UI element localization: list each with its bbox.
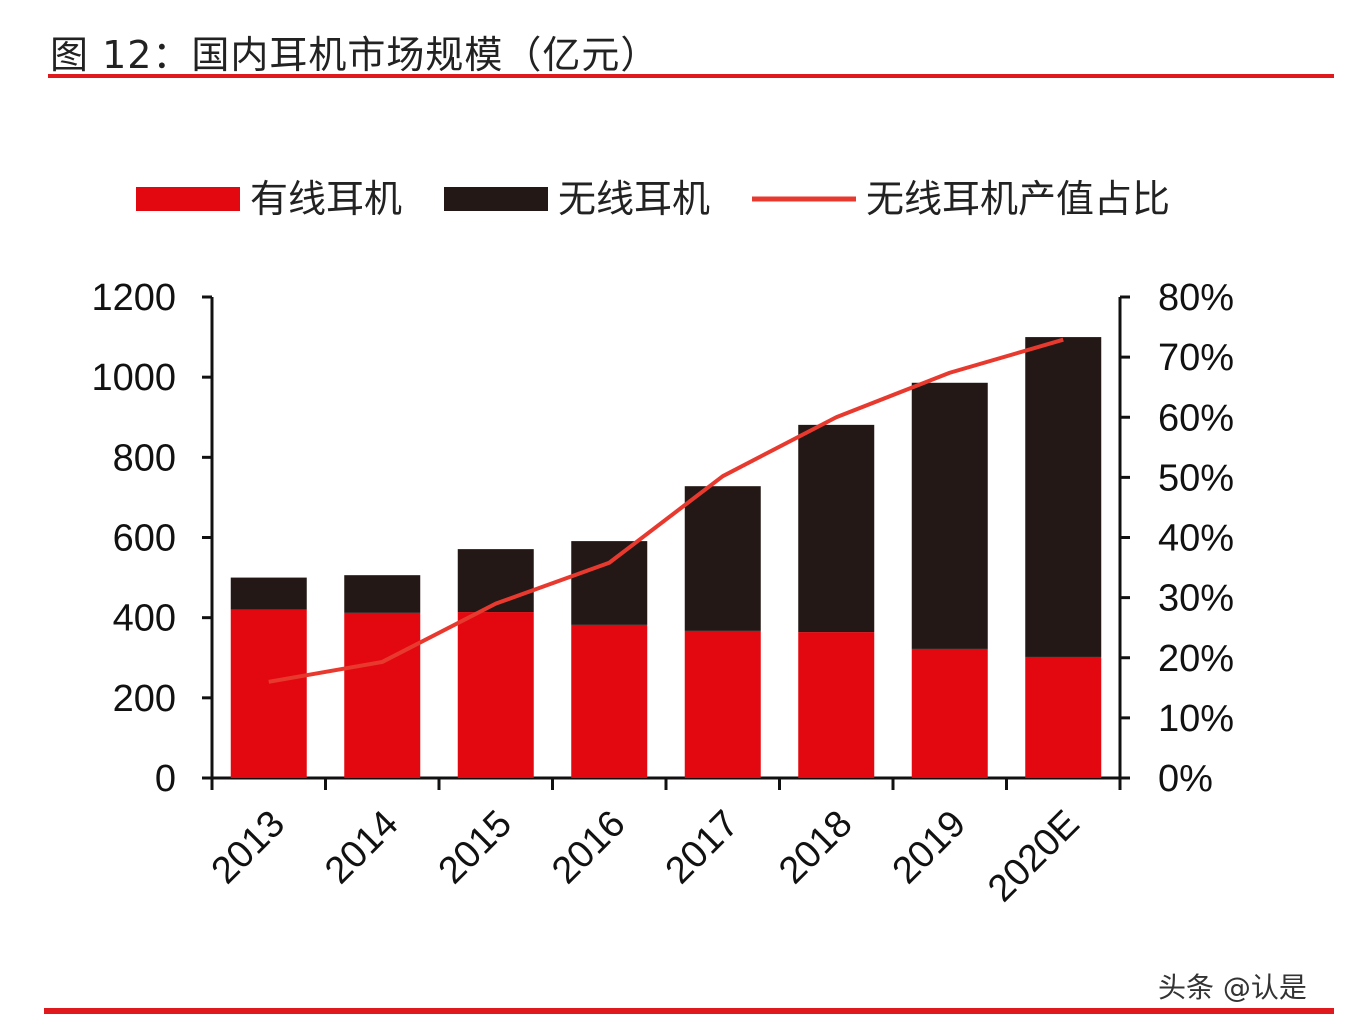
bar-wired bbox=[684, 630, 761, 778]
x-tick-label: 2015 bbox=[431, 803, 520, 892]
footer-line bbox=[44, 1008, 1334, 1014]
x-tick-label: 2013 bbox=[204, 803, 293, 892]
legend-swatch bbox=[136, 187, 240, 211]
bar-wireless bbox=[230, 577, 307, 610]
title-underline bbox=[48, 74, 1334, 78]
x-tick-label: 2014 bbox=[317, 803, 406, 892]
bar-wireless bbox=[798, 424, 875, 633]
bar-wireless bbox=[684, 486, 761, 631]
chart-title: 图 12：国内耳机市场规模（亿元） bbox=[50, 33, 660, 77]
y-tick-label: 800 bbox=[113, 437, 176, 479]
watermark: 头条 @认是 bbox=[1158, 971, 1307, 1004]
legend-label: 有线耳机 bbox=[250, 177, 402, 221]
y2-tick-label: 50% bbox=[1158, 457, 1234, 499]
x-tick-label: 2018 bbox=[771, 803, 860, 892]
y2-tick-label: 40% bbox=[1158, 518, 1234, 560]
y2-tick-label: 70% bbox=[1158, 337, 1234, 379]
y-tick-label: 200 bbox=[113, 678, 176, 720]
bar-wired bbox=[1025, 656, 1102, 778]
y2-tick-label: 10% bbox=[1158, 698, 1234, 740]
bar-wired bbox=[798, 632, 875, 778]
bar-wireless bbox=[1025, 337, 1102, 657]
y2-tick-label: 0% bbox=[1158, 758, 1213, 800]
bar-wired bbox=[571, 624, 648, 778]
bar-wireless bbox=[911, 382, 988, 649]
y2-tick-label: 30% bbox=[1158, 578, 1234, 620]
y2-tick-label: 20% bbox=[1158, 638, 1234, 680]
bar-wired bbox=[230, 609, 307, 778]
bar-wireless bbox=[571, 541, 648, 625]
y2-tick-label: 80% bbox=[1158, 277, 1234, 319]
bar-wired bbox=[911, 648, 988, 778]
legend-swatch bbox=[444, 187, 548, 211]
x-tick-label: 2017 bbox=[658, 803, 747, 892]
y2-tick-label: 60% bbox=[1158, 397, 1234, 439]
legend-label: 无线耳机 bbox=[558, 177, 710, 221]
bar-wireless bbox=[344, 575, 421, 613]
y-tick-label: 1000 bbox=[91, 357, 176, 399]
bar-wired bbox=[457, 612, 534, 778]
y-tick-label: 600 bbox=[113, 518, 176, 560]
y-tick-label: 0 bbox=[155, 758, 176, 800]
line-wireless-share bbox=[268, 337, 1064, 684]
x-tick-label: 2019 bbox=[885, 803, 974, 892]
y-tick-label: 1200 bbox=[91, 277, 176, 319]
x-tick-label: 2016 bbox=[544, 803, 633, 892]
y-tick-label: 400 bbox=[113, 598, 176, 640]
x-tick-label: 2020E bbox=[980, 803, 1087, 910]
bar-wired bbox=[344, 612, 421, 778]
legend-label: 无线耳机产值占比 bbox=[866, 177, 1170, 221]
